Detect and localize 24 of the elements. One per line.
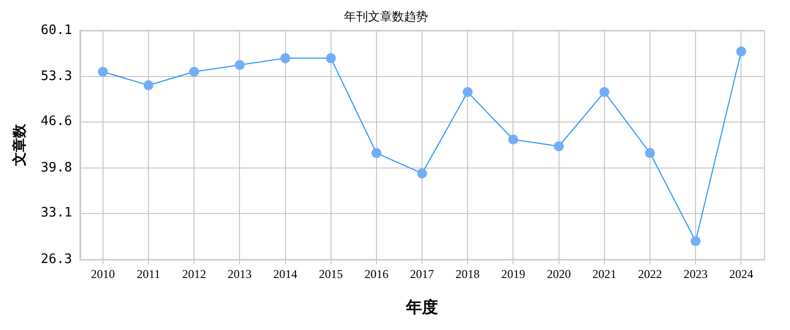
x-tick-label: 2023	[684, 266, 708, 281]
y-axis-title: 文章数	[11, 122, 28, 167]
x-axis-title: 年度	[405, 298, 438, 317]
x-tick-label: 2019	[501, 266, 526, 281]
x-tick-label: 2011	[136, 266, 160, 281]
x-tick-label: 2016	[364, 266, 388, 281]
y-tick-label: 26.3	[40, 252, 72, 267]
x-tick-label: 2010	[90, 266, 115, 281]
x-tick-label: 2018	[456, 266, 480, 281]
y-tick-label: 46.6	[40, 114, 72, 130]
x-tick-label: 2014	[273, 266, 298, 281]
x-tick-label: 2017	[410, 266, 434, 281]
x-tick-label: 2012	[182, 266, 206, 281]
y-tick-label: 39.8	[40, 160, 72, 176]
y-tick-label: 53.3	[40, 68, 72, 84]
x-tick-label: 2015	[318, 266, 343, 281]
y-tick-label: 33.1	[40, 206, 72, 221]
x-tick-label: 2024	[729, 266, 754, 281]
chart-title: 年刊文章数趋势	[344, 9, 428, 24]
y-tick-label: 60.1	[40, 22, 72, 38]
x-tick-label: 2020	[546, 266, 571, 281]
x-tick-label: 2013	[228, 266, 252, 281]
x-tick-label: 2021	[592, 266, 616, 281]
x-tick-label: 2022	[638, 266, 662, 281]
